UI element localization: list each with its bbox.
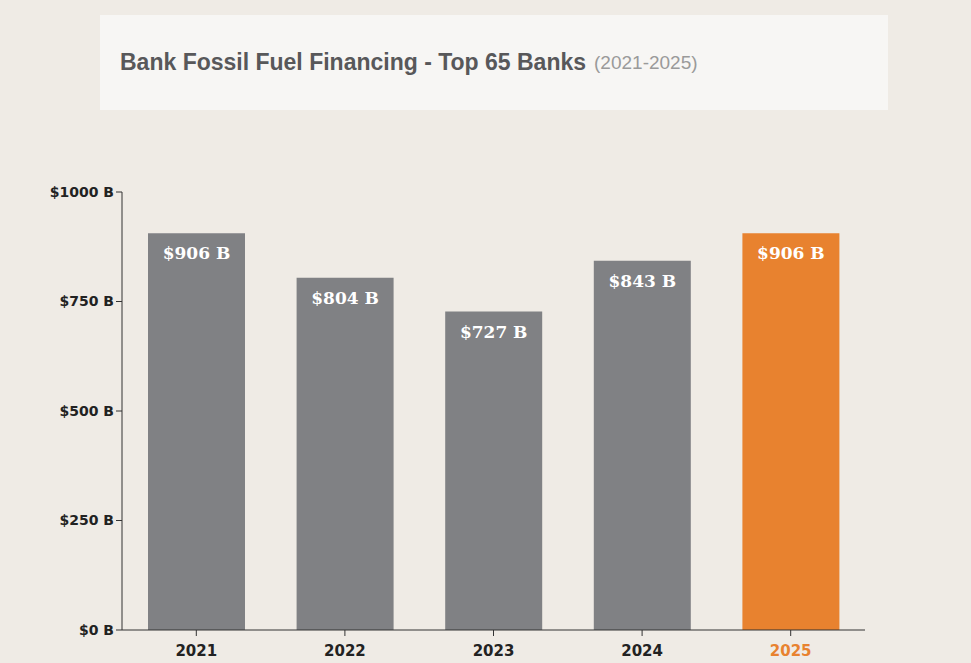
- svg-text:$906 B: $906 B: [757, 243, 825, 263]
- svg-text:$0 B: $0 B: [79, 622, 114, 638]
- svg-text:$843 B: $843 B: [608, 271, 676, 291]
- svg-text:2021: 2021: [175, 642, 217, 660]
- svg-text:2024: 2024: [621, 642, 663, 660]
- svg-text:2023: 2023: [473, 642, 515, 660]
- svg-text:$1000 B: $1000 B: [50, 184, 114, 200]
- svg-text:$750 B: $750 B: [59, 293, 114, 309]
- svg-text:2025: 2025: [770, 642, 812, 660]
- svg-text:2022: 2022: [324, 642, 366, 660]
- svg-text:$250 B: $250 B: [59, 512, 114, 528]
- svg-text:$906 B: $906 B: [163, 243, 231, 263]
- svg-text:$727 B: $727 B: [460, 322, 528, 342]
- html-text:Bank Fossil Fuel Financing - T: Bank Fossil Fuel Financing - Top 65 Bank…: [120, 49, 698, 75]
- svg-text:$500 B: $500 B: [59, 403, 114, 419]
- svg-text:$804 B: $804 B: [311, 288, 379, 308]
